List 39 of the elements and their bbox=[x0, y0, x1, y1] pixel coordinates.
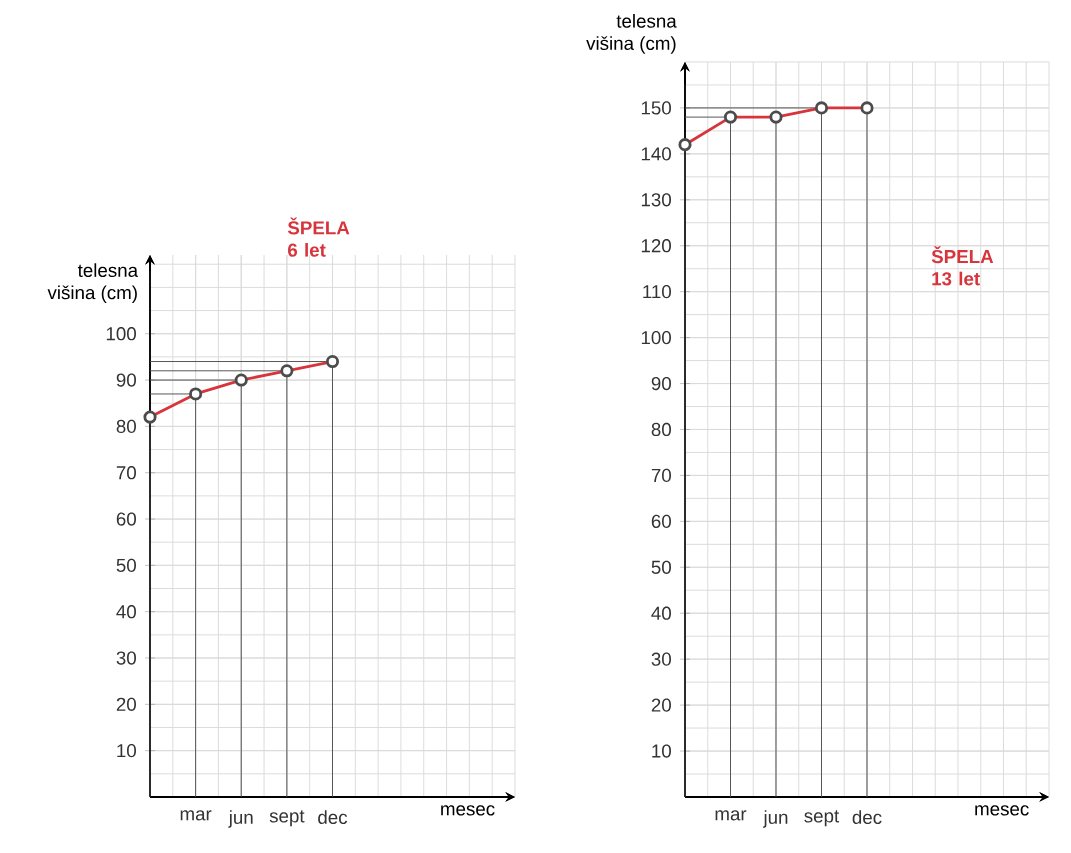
y-axis-title: telesna višina (cm) bbox=[47, 263, 139, 303]
y-tick-label: 70 bbox=[116, 466, 136, 480]
y-tick-label: 20 bbox=[116, 697, 136, 711]
y-tick-label: 140 bbox=[641, 147, 671, 161]
y-axis-title: telesna višina (cm) bbox=[586, 13, 677, 54]
y-tick-label: 90 bbox=[651, 376, 671, 391]
y-tick-label: 20 bbox=[651, 698, 671, 712]
y-tick-label: 50 bbox=[651, 560, 671, 574]
y-tick-label: 10 bbox=[117, 744, 136, 758]
x-tick-label: jun bbox=[763, 810, 788, 828]
y-tick-label: 70 bbox=[651, 468, 671, 483]
x-tick-label: mar bbox=[715, 810, 747, 821]
y-tick-label: 100 bbox=[106, 327, 136, 341]
y-tick-label: 30 bbox=[116, 651, 136, 665]
text: ŠPELA 13 let bbox=[931, 246, 994, 286]
x-tick-label: sept bbox=[269, 810, 305, 827]
y-tick-label: 80 bbox=[116, 419, 136, 434]
y-tick-label: 60 bbox=[651, 514, 671, 528]
y-tick-label: 80 bbox=[651, 422, 671, 437]
x-tick-label: dec bbox=[318, 810, 348, 825]
x-axis-title: mesec bbox=[975, 805, 1029, 816]
y-tick-label: 90 bbox=[116, 373, 136, 387]
y-tick-label: 100 bbox=[641, 330, 671, 345]
y-tick-label: 110 bbox=[643, 285, 671, 299]
x-tick-label: sept bbox=[804, 810, 840, 827]
y-tick-label: 50 bbox=[116, 558, 136, 572]
y-tick-label: 40 bbox=[651, 606, 671, 620]
x-tick-label: jun bbox=[228, 810, 253, 828]
y-tick-label: 60 bbox=[116, 512, 136, 526]
x-tick-label: mar bbox=[180, 810, 212, 821]
y-tick-label: 40 bbox=[116, 605, 136, 619]
x-axis-title: mesec bbox=[441, 805, 495, 816]
y-tick-label: 130 bbox=[641, 193, 671, 207]
x-tick-label: dec bbox=[852, 810, 882, 825]
y-tick-label: 10 bbox=[652, 744, 671, 758]
y-tick-label: 30 bbox=[651, 652, 671, 666]
y-tick-label: 150 bbox=[641, 101, 671, 115]
y-tick-label: 120 bbox=[641, 239, 671, 253]
annotation: ŠPELA 6 let bbox=[287, 217, 350, 257]
